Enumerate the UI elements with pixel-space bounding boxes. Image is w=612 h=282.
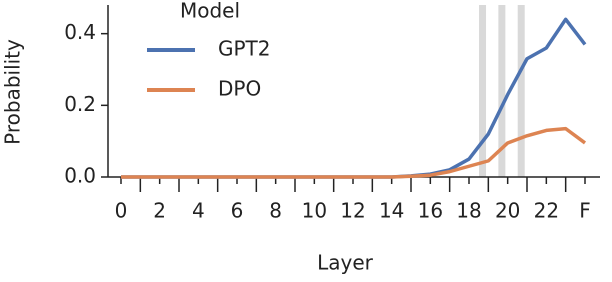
data-line — [121, 126, 587, 179]
highlight-band — [517, 5, 525, 177]
x-tick-label: 18 — [456, 199, 481, 223]
x-tick-label: 10 — [302, 199, 327, 223]
legend-label: GPT2 — [218, 37, 271, 61]
x-tick-label: 14 — [379, 199, 404, 223]
x-tick-label: 6 — [231, 199, 244, 223]
y-tick-label: 0.4 — [64, 20, 96, 44]
x-tick-label: 16 — [418, 199, 443, 223]
x-tick-label: 4 — [192, 199, 205, 223]
x-tick-label: 8 — [269, 199, 282, 223]
x-tick-label: 20 — [495, 199, 520, 223]
x-tick-label: F — [579, 199, 591, 223]
highlight-band — [479, 5, 487, 177]
legend-title: Model — [180, 0, 240, 23]
legend-label: DPO — [218, 77, 261, 101]
x-tick-label: 2 — [153, 199, 166, 223]
x-axis-label: Layer — [317, 251, 374, 275]
y-axis-label: Probability — [1, 39, 25, 145]
y-tick-label: 0.2 — [64, 92, 96, 116]
data-line — [121, 17, 587, 179]
highlight-band — [498, 5, 506, 177]
x-tick-label: 22 — [534, 199, 559, 223]
x-tick-label: 0 — [115, 199, 128, 223]
y-tick-label: 0.0 — [64, 164, 96, 188]
x-tick-label: 12 — [340, 199, 365, 223]
